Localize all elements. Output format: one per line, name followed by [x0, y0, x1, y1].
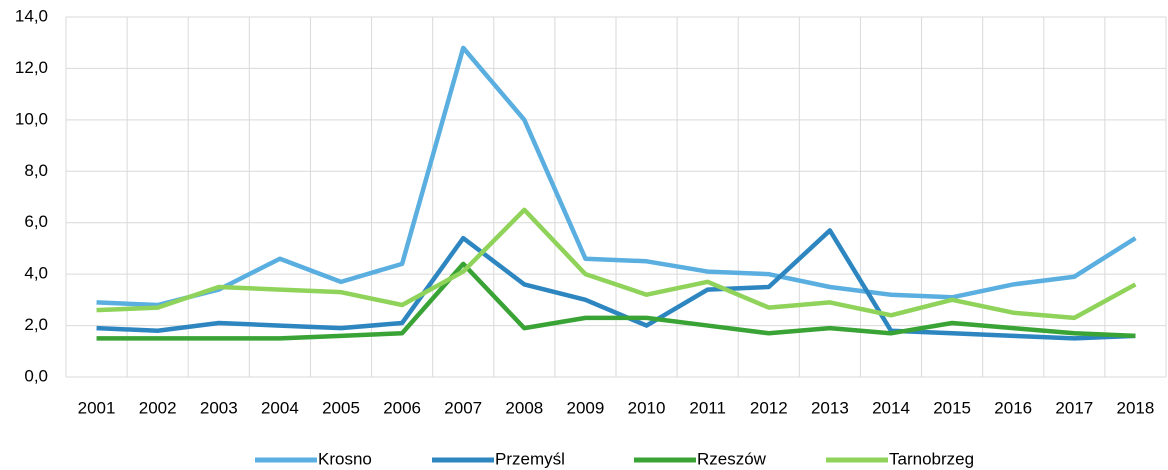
x-tick-label: 2014 — [872, 398, 910, 417]
legend-label: Tarnobrzeg — [889, 449, 974, 468]
x-tick-label: 2018 — [1117, 398, 1155, 417]
x-tick-label: 2008 — [505, 398, 543, 417]
y-tick-label: 6,0 — [24, 212, 48, 231]
x-tick-label: 2001 — [78, 398, 116, 417]
series-line — [96, 45, 1137, 308]
x-tick-label: 2007 — [444, 398, 482, 417]
y-tick-label: 12,0 — [15, 58, 48, 77]
y-tick-label: 8,0 — [24, 161, 48, 180]
y-tick-label: 14,0 — [15, 6, 48, 25]
x-tick-label: 2017 — [1055, 398, 1093, 417]
series-line — [96, 207, 1137, 321]
x-tick-label: 2013 — [811, 398, 849, 417]
x-tick-label: 2011 — [689, 398, 726, 417]
x-tick-label: 2015 — [933, 398, 971, 417]
x-tick-label: 2012 — [750, 398, 788, 417]
series-line — [96, 261, 1136, 341]
x-tick-label: 2016 — [994, 398, 1032, 417]
legend-label: Przemyśl — [495, 449, 565, 468]
x-tick-label: 2006 — [383, 398, 421, 417]
x-tick-label: 2002 — [139, 398, 177, 417]
x-tick-label: 2010 — [628, 398, 666, 417]
series-line — [96, 228, 1136, 341]
x-tick-label: 2003 — [200, 398, 238, 417]
x-tick-label: 2009 — [567, 398, 605, 417]
y-tick-label: 10,0 — [15, 109, 48, 128]
legend-label: Krosno — [318, 449, 372, 468]
x-tick-label: 2004 — [261, 398, 299, 417]
legend-label: Rzeszów — [697, 449, 767, 468]
y-tick-label: 2,0 — [24, 315, 48, 334]
y-tick-label: 4,0 — [24, 264, 48, 283]
y-tick-label: 0,0 — [24, 366, 48, 385]
x-tick-label: 2005 — [322, 398, 360, 417]
